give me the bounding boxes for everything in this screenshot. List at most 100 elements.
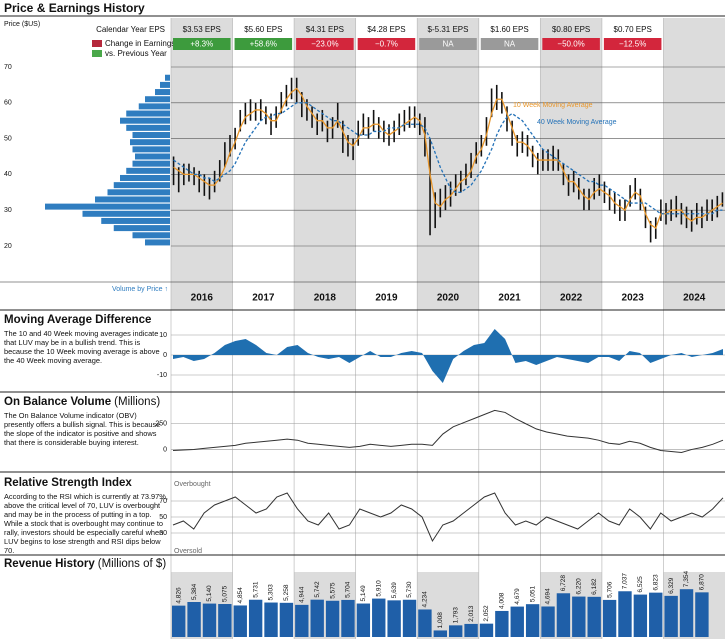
volume-by-price-bar <box>160 81 170 88</box>
column-shade <box>663 18 725 310</box>
revenue-bar <box>664 595 678 637</box>
revenue-label: 4,234 <box>422 591 429 608</box>
volume-by-price-bar <box>132 132 170 139</box>
eps-change-box <box>234 38 293 50</box>
year-label: 2020 <box>437 293 460 304</box>
revenue-label: 5,303 <box>268 584 275 601</box>
eps-change: −12.5% <box>619 40 646 49</box>
volume-by-price-bar <box>132 160 170 167</box>
legend-label: vs. Previous Year <box>105 49 167 58</box>
revenue-bar <box>218 604 232 637</box>
eps-change-box <box>419 38 477 50</box>
eps-value: $4.31 EPS <box>306 25 344 34</box>
revenue-label: 5,051 <box>529 586 536 603</box>
revenue-bar <box>279 602 294 637</box>
series-label: 40 Week Moving Average <box>537 119 617 126</box>
revenue-bar <box>695 592 709 637</box>
line <box>172 409 724 454</box>
volume-by-price-bar <box>132 232 170 239</box>
eps-change-box <box>603 38 662 50</box>
revenue-bar <box>356 603 371 637</box>
eps-change-box <box>357 38 416 50</box>
section-title: Moving Average Difference <box>4 314 151 326</box>
y-tick-label: 50 <box>4 135 12 142</box>
revenue-bar <box>402 599 417 637</box>
volume-by-price-bar <box>138 103 170 110</box>
revenue-label: 5,384 <box>191 583 198 600</box>
section-title: Relative Strength Index <box>4 477 132 489</box>
eps-change: −0.7% <box>375 40 398 49</box>
eps-value: $5.60 EPS <box>244 25 282 34</box>
volume-by-price-bar <box>130 139 170 146</box>
revenue-bar <box>233 605 247 637</box>
volume-by-price-bar <box>126 167 170 174</box>
year-label: 2016 <box>191 293 214 304</box>
y-tick-label: 60 <box>4 100 12 107</box>
y-tick-label: 70 <box>159 498 167 505</box>
revenue-label: 1,793 <box>452 607 459 624</box>
revenue-label: 6,823 <box>652 574 659 591</box>
revenue-bar <box>649 592 663 637</box>
revenue-bar <box>310 599 324 637</box>
series-label: 10 Week Moving Average <box>513 102 593 109</box>
revenue-label: 5,910 <box>375 580 382 597</box>
eps-value: $0.70 EPS <box>614 25 652 34</box>
revenue-label: 5,704 <box>345 581 352 598</box>
section-title-text: Relative Strength Index <box>4 477 132 489</box>
ma-description: The 10 and 40 Week moving averages indic… <box>4 329 160 365</box>
revenue-label: 5,140 <box>206 585 213 602</box>
revenue-label: 4,008 <box>499 592 506 609</box>
page-title: Price & Earnings History <box>4 1 145 15</box>
column-shade <box>171 18 233 310</box>
rsi-description: According to the RSI which is currently … <box>4 492 168 555</box>
section-title-text: On Balance Volume <box>4 396 111 408</box>
y-tick-label: 70 <box>4 64 12 71</box>
revenue-bar <box>387 600 401 637</box>
volume-by-price-bar <box>126 124 170 131</box>
year-label: 2021 <box>498 293 521 304</box>
volume-by-price-bar <box>113 182 170 189</box>
section-title-suffix: (Millions) <box>114 396 160 408</box>
eps-change: −23.0% <box>311 40 338 49</box>
revenue-label: 5,706 <box>606 581 613 598</box>
volume-by-price-label: Volume by Price ↑ <box>112 286 168 293</box>
revenue-label: 5,258 <box>283 584 290 601</box>
overbought-label: Overbought <box>174 481 211 488</box>
column-shade <box>417 18 479 310</box>
year-label: 2024 <box>683 293 706 304</box>
eps-value: $3.53 EPS <box>183 25 221 34</box>
revenue-bar <box>187 602 201 637</box>
revenue-bar <box>602 599 617 637</box>
y-tick-label: 250 <box>155 421 167 428</box>
revenue-bar <box>418 609 432 637</box>
volume-by-price-bar <box>120 117 170 124</box>
year-label: 2018 <box>314 293 337 304</box>
y-tick-label: 10 <box>159 332 167 339</box>
revenue-label: 6,728 <box>560 575 567 592</box>
revenue-bar <box>510 606 524 637</box>
volume-by-price-bar <box>126 110 170 117</box>
revenue-bar <box>525 604 540 637</box>
revenue-label: 4,826 <box>175 587 182 604</box>
revenue-bar <box>372 598 386 637</box>
column-shade <box>294 18 356 310</box>
legend-swatch <box>92 40 102 47</box>
eps-change: +58.6% <box>250 40 277 49</box>
revenue-bar <box>325 600 340 637</box>
revenue-bar <box>587 596 601 637</box>
y-tick-label: -10 <box>157 372 167 379</box>
volume-by-price-bar <box>145 239 170 246</box>
legend-label: Change in Earnings <box>105 39 175 48</box>
y-tick-label: 40 <box>4 171 12 178</box>
revenue-bar <box>541 606 555 637</box>
obv-description: The On Balance Volume indicator (OBV) pr… <box>4 411 161 447</box>
eps-change-box <box>542 38 600 50</box>
revenue-label: 1,008 <box>437 612 444 629</box>
eps-value: $0.80 EPS <box>552 25 590 34</box>
revenue-bar <box>618 591 632 637</box>
eps-label: Calendar Year EPS <box>96 25 165 34</box>
eps-value: $4.28 EPS <box>367 25 405 34</box>
revenue-bar <box>449 625 463 637</box>
